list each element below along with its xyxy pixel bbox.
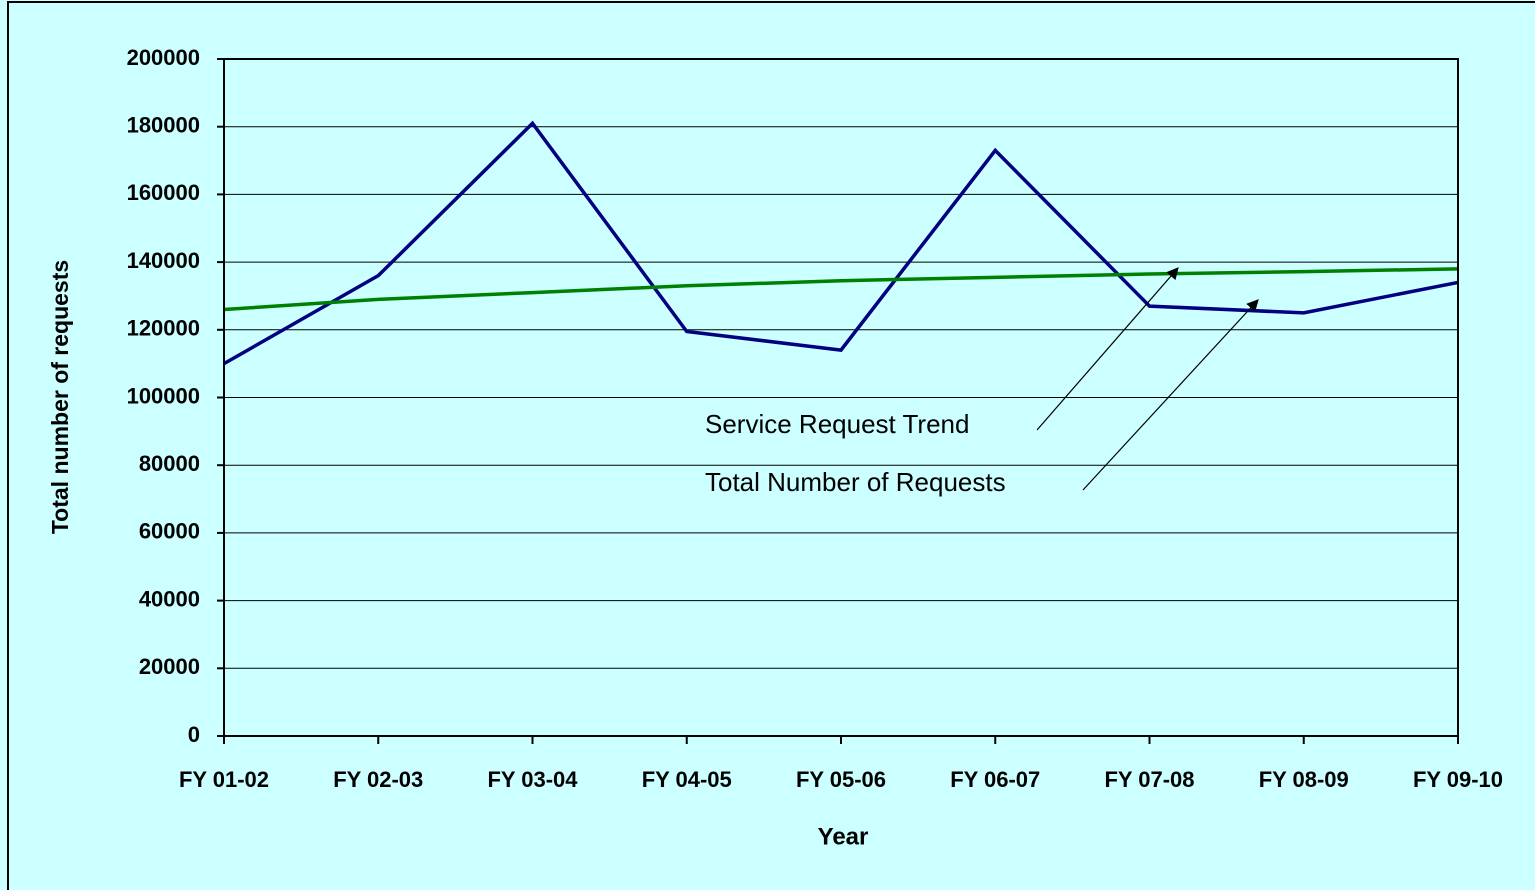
x-tick-label: FY 04-05 xyxy=(642,767,732,792)
y-tick-label: 120000 xyxy=(127,316,200,341)
annotation: Service Request Trend xyxy=(705,409,969,439)
x-tick-label: FY 06-07 xyxy=(950,767,1040,792)
y-tick-label: 0 xyxy=(188,722,200,747)
x-axis-title: Year xyxy=(818,823,869,850)
y-tick-label: 140000 xyxy=(127,248,200,273)
x-tick-label: FY 03-04 xyxy=(487,767,578,792)
x-tick-label: FY 09-10 xyxy=(1413,767,1503,792)
annotation-arrow xyxy=(1082,299,1259,491)
y-tick-label: 160000 xyxy=(127,180,200,205)
annotation-arrow xyxy=(1036,267,1179,431)
x-tick-label: FY 02-03 xyxy=(333,767,423,792)
y-tick-label: 60000 xyxy=(139,519,200,544)
plot-border xyxy=(223,58,1459,737)
y-tick-label: 200000 xyxy=(127,45,200,70)
y-tick-label: 100000 xyxy=(127,383,200,408)
series-line xyxy=(223,267,1459,312)
y-tick-label: 20000 xyxy=(139,654,200,679)
y-tick-label: 180000 xyxy=(127,113,200,138)
x-tick-label: FY 08-09 xyxy=(1259,767,1349,792)
x-tick-label: FY 07-08 xyxy=(1104,767,1194,792)
x-tick-label: FY 01-02 xyxy=(179,767,269,792)
x-tick-label: FY 05-06 xyxy=(796,767,886,792)
y-axis-title: Total number of requests xyxy=(47,260,73,534)
y-tick-label: 40000 xyxy=(139,586,200,611)
annotation: Total Number of Requests xyxy=(705,467,1006,497)
y-tick-label: 80000 xyxy=(139,451,200,476)
